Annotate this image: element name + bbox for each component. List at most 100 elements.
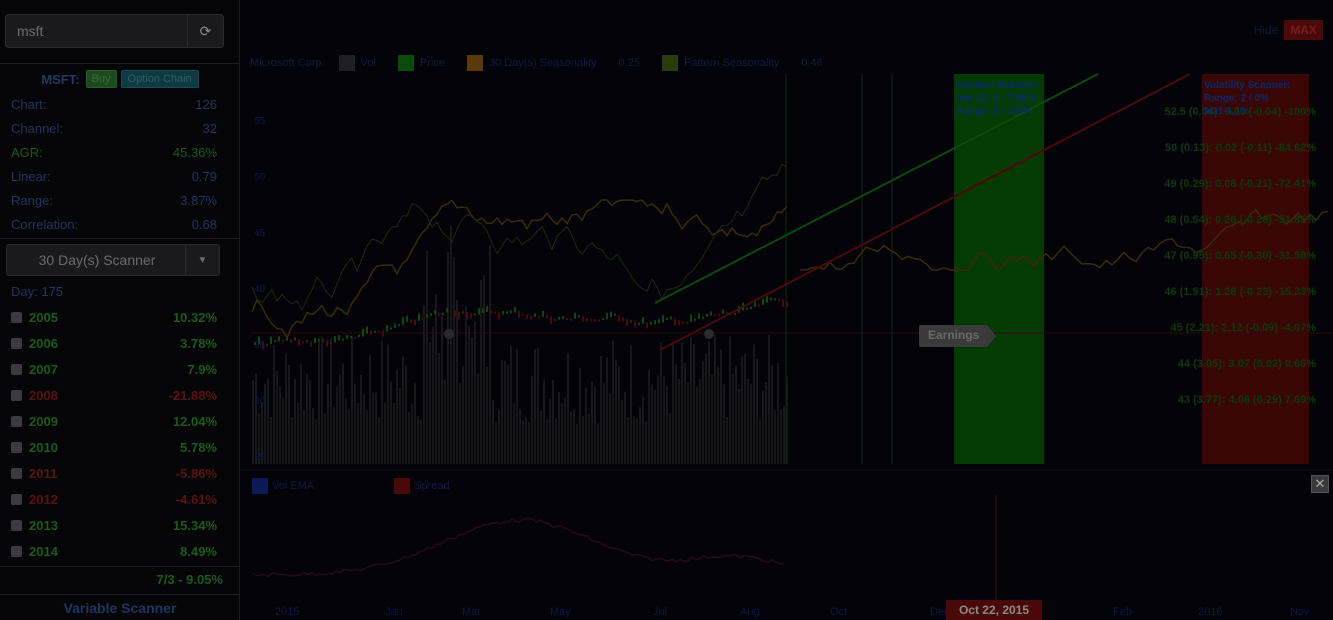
year-row: 2011 -5.86% (11, 465, 217, 481)
volume-bar (609, 393, 611, 464)
price-candle (278, 336, 280, 342)
lower-legend-item[interactable]: Vol EMA (252, 478, 314, 494)
chevron-down-icon[interactable]: ▼ (185, 245, 219, 275)
volume-bar (369, 354, 371, 464)
x-tick-label: May (550, 606, 571, 618)
year-checkbox[interactable] (11, 545, 22, 557)
year-checkbox[interactable] (11, 467, 22, 479)
year-checkbox[interactable] (11, 389, 22, 401)
volume-bar (387, 344, 389, 464)
volume-bar (717, 366, 719, 464)
volume-bar (432, 326, 434, 464)
year-checkbox[interactable] (11, 415, 22, 427)
earnings-marker[interactable]: Earnings (919, 325, 997, 347)
stat-row: Linear: 0.79 (11, 169, 217, 185)
year-checkbox[interactable] (11, 441, 22, 453)
price-candle (606, 312, 608, 320)
variable-scanner-header[interactable]: Variable Scanner (63, 600, 177, 616)
volume-bar (735, 365, 737, 464)
volume-bar (327, 384, 329, 464)
year-value: 8.49% (180, 543, 217, 559)
volume-bar (678, 379, 680, 464)
year-checkbox[interactable] (11, 337, 22, 349)
volume-bar (477, 373, 479, 464)
lower-legend-item[interactable]: Spread (394, 478, 450, 494)
stat-row: Range: 3.87% (11, 193, 217, 209)
year-label: 2010 (29, 439, 58, 455)
volume-bar (744, 353, 746, 464)
volume-bar (636, 417, 638, 464)
year-label: 2009 (29, 413, 58, 429)
year-row: 2009 12.04% (11, 413, 217, 429)
x-tick-label: Aug (740, 606, 760, 618)
price-candle (482, 308, 484, 313)
year-checkbox[interactable] (11, 363, 22, 375)
legend-item[interactable]: Vol (338, 55, 376, 71)
close-lower-panel-button[interactable]: ✕ (1311, 475, 1329, 493)
volume-bar (462, 366, 464, 464)
legend-item[interactable]: Price (397, 55, 445, 71)
stat-key: Range: (11, 193, 53, 208)
price-candle (442, 312, 444, 315)
price-candle (330, 342, 332, 345)
price-candle (590, 319, 592, 322)
volume-bar (291, 417, 293, 464)
buy-button[interactable]: Buy (85, 70, 117, 88)
legend-item[interactable]: 0.48 (801, 57, 822, 69)
year-label: 2007 (29, 361, 58, 377)
symbol-search-input[interactable] (6, 15, 188, 47)
scanner-dropdown[interactable]: 30 Day(s) Scanner ▼ (6, 244, 220, 276)
volume-bar (648, 369, 650, 464)
volume-bar (279, 387, 281, 464)
price-candle (766, 296, 768, 303)
price-candle (650, 321, 652, 325)
price-candle (706, 313, 708, 317)
year-value: 12.04% (172, 413, 217, 429)
volume-bar (540, 410, 542, 464)
max-range-button[interactable]: MAX (1284, 20, 1323, 40)
price-candle (658, 319, 660, 324)
legend-label: Vol EMA (272, 480, 315, 492)
day-label: Day: 175 (11, 284, 64, 299)
volume-bar (498, 410, 500, 464)
volume-bar (396, 369, 398, 464)
price-candle (390, 327, 392, 330)
volume-bar (723, 384, 725, 464)
legend-label: Vol (360, 57, 376, 69)
volume-bar (669, 413, 671, 464)
refresh-button[interactable]: ⟳ (187, 15, 223, 47)
legend-item[interactable]: 30 Day(s) Seasonality (466, 55, 597, 71)
volume-bar (606, 357, 608, 464)
stat-row: Chart: 126 (11, 97, 217, 113)
price-chart[interactable]: 55 50 45 40 35 30 25 2015 Jan Mar May Jul Aug Oct Dec F… (240, 0, 1333, 620)
hide-link[interactable]: Hide (1253, 23, 1279, 37)
price-candle (782, 299, 784, 307)
year-checkbox[interactable] (11, 519, 22, 531)
stat-key: Linear: (11, 169, 51, 184)
volume-bar (756, 359, 758, 464)
legend-item[interactable]: 0.25 (619, 57, 640, 69)
price-level-label: 48 (0.54): 0.26 (-0.28) -51.85% (1164, 214, 1316, 226)
volume-bar (507, 364, 509, 464)
price-candle (370, 330, 372, 335)
year-row: 2013 15.34% (11, 517, 217, 533)
volume-bar (618, 366, 620, 464)
volume-bar (627, 417, 629, 464)
year-label: 2005 (29, 309, 58, 325)
volume-bar (594, 386, 596, 464)
year-checkbox[interactable] (11, 493, 22, 505)
option-chain-button[interactable]: Option Chain (120, 70, 199, 88)
year-checkbox[interactable] (11, 311, 22, 323)
legend-item[interactable]: Pattern Seasonality (661, 55, 779, 71)
volume-bar (306, 373, 308, 464)
volume-bar (741, 356, 743, 464)
volume-bar (399, 387, 401, 464)
lower-legend: Vol EMA Spread (252, 478, 530, 494)
price-candle (662, 315, 664, 323)
price-candle (434, 310, 436, 315)
year-label: 2012 (29, 491, 58, 507)
price-candle (450, 310, 452, 313)
price-candle (642, 317, 644, 324)
legend-swatch (394, 478, 411, 494)
volume-bar (552, 380, 554, 464)
